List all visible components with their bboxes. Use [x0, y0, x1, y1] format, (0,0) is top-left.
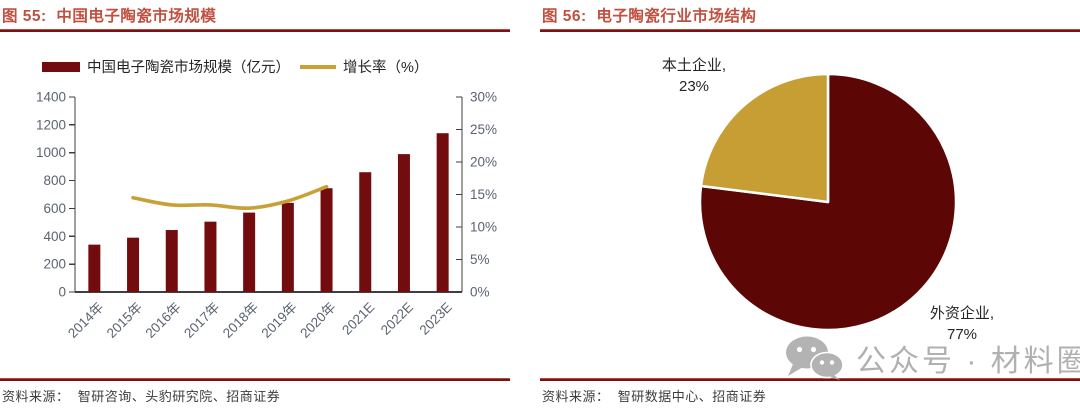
- svg-text:1000: 1000: [36, 145, 66, 160]
- svg-text:2020年: 2020年: [297, 300, 338, 341]
- svg-text:2014年: 2014年: [65, 300, 106, 341]
- figure56-source: 资料来源： 智研数据中心、招商证券: [542, 389, 767, 404]
- watermark: 公众号 · 材料圈: [784, 336, 1080, 380]
- y-axis-right: 0% 5% 10% 15% 20% 25% 30%: [456, 90, 497, 300]
- svg-text:2023E: 2023E: [417, 300, 455, 338]
- bar-2022E: [397, 154, 410, 292]
- line-series-swatch: [300, 64, 336, 69]
- pie-slice-本土企业: [699, 72, 830, 204]
- pie-label-local-pct: 23%: [678, 78, 710, 95]
- svg-text:10%: 10%: [470, 220, 497, 235]
- pie-label-local-name: 本土企业,: [661, 57, 727, 74]
- figure55-source-rule: [0, 378, 510, 381]
- svg-text:20%: 20%: [470, 155, 497, 170]
- bar-2020年: [320, 188, 333, 292]
- bar-2016年: [165, 230, 178, 292]
- svg-text:1400: 1400: [36, 90, 66, 105]
- pie-label-foreign-pct: 77%: [946, 326, 978, 343]
- line-series-label: 增长率（%）: [343, 60, 429, 76]
- figure55-source: 资料来源： 智研咨询、头豹研究院、招商证券: [2, 389, 281, 404]
- bars: [88, 133, 449, 292]
- legend-item-growth-rate: 增长率（%）: [300, 56, 428, 77]
- svg-text:25%: 25%: [470, 122, 497, 137]
- pie-label-foreign-name: 外资企业,: [929, 305, 995, 322]
- svg-text:0: 0: [58, 285, 66, 300]
- svg-text:5%: 5%: [470, 252, 490, 267]
- svg-text:2021E: 2021E: [339, 300, 377, 338]
- figure56-title-rule: [540, 29, 1080, 32]
- bar-series-swatch: [42, 61, 80, 72]
- figure55-title: 图 55: 中国电子陶瓷市场规模: [2, 8, 217, 25]
- svg-text:2019年: 2019年: [259, 300, 300, 341]
- svg-text:2016年: 2016年: [142, 300, 183, 341]
- bar-2019年: [281, 202, 294, 292]
- bar-2021E: [359, 172, 372, 292]
- market-structure-pie: [698, 72, 958, 332]
- wechat-icon: [786, 336, 844, 380]
- bar-2017年: [204, 221, 217, 292]
- pie-slice-外资企业: [698, 72, 958, 332]
- svg-text:800: 800: [43, 173, 66, 188]
- bar-2023E: [436, 133, 449, 292]
- bar-2015年: [127, 237, 140, 292]
- svg-text:2017年: 2017年: [181, 300, 222, 341]
- svg-text:0%: 0%: [470, 285, 490, 300]
- y-axis-left: 0 200 400 600 800 1000 1200 1400: [36, 90, 75, 300]
- pie-label-foreign: 外资企业, 77%: [897, 303, 1027, 345]
- growth-line: [131, 184, 329, 211]
- svg-text:30%: 30%: [470, 90, 497, 105]
- figure55-legend: 中国电子陶瓷市场规模（亿元） 增长率（%）: [42, 56, 428, 77]
- legend-item-market-size: 中国电子陶瓷市场规模（亿元）: [42, 56, 290, 77]
- bar-2018年: [243, 212, 256, 292]
- bar-series-label: 中国电子陶瓷市场规模（亿元）: [87, 60, 290, 76]
- figure55-title-rule: [0, 29, 510, 32]
- svg-text:15%: 15%: [470, 187, 497, 202]
- market-size-chart: 0 200 400 600 800 1000 1200 1400 0% 5% 10% 15% 20% 25…: [36, 90, 497, 341]
- svg-text:2022E: 2022E: [378, 300, 416, 338]
- figure56-source-rule: [540, 378, 1080, 381]
- svg-text:2018年: 2018年: [220, 300, 261, 341]
- svg-text:1200: 1200: [36, 117, 66, 132]
- svg-text:200: 200: [43, 257, 66, 272]
- bar-2014年: [88, 244, 101, 292]
- pie-label-local: 本土企业, 23%: [629, 55, 759, 97]
- figure56-title: 图 56: 电子陶瓷行业市场结构: [542, 8, 757, 25]
- svg-text:600: 600: [43, 201, 66, 216]
- watermark-text: 公众号 · 材料圈: [856, 345, 1080, 378]
- svg-text:2015年: 2015年: [104, 300, 145, 341]
- svg-text:400: 400: [43, 229, 66, 244]
